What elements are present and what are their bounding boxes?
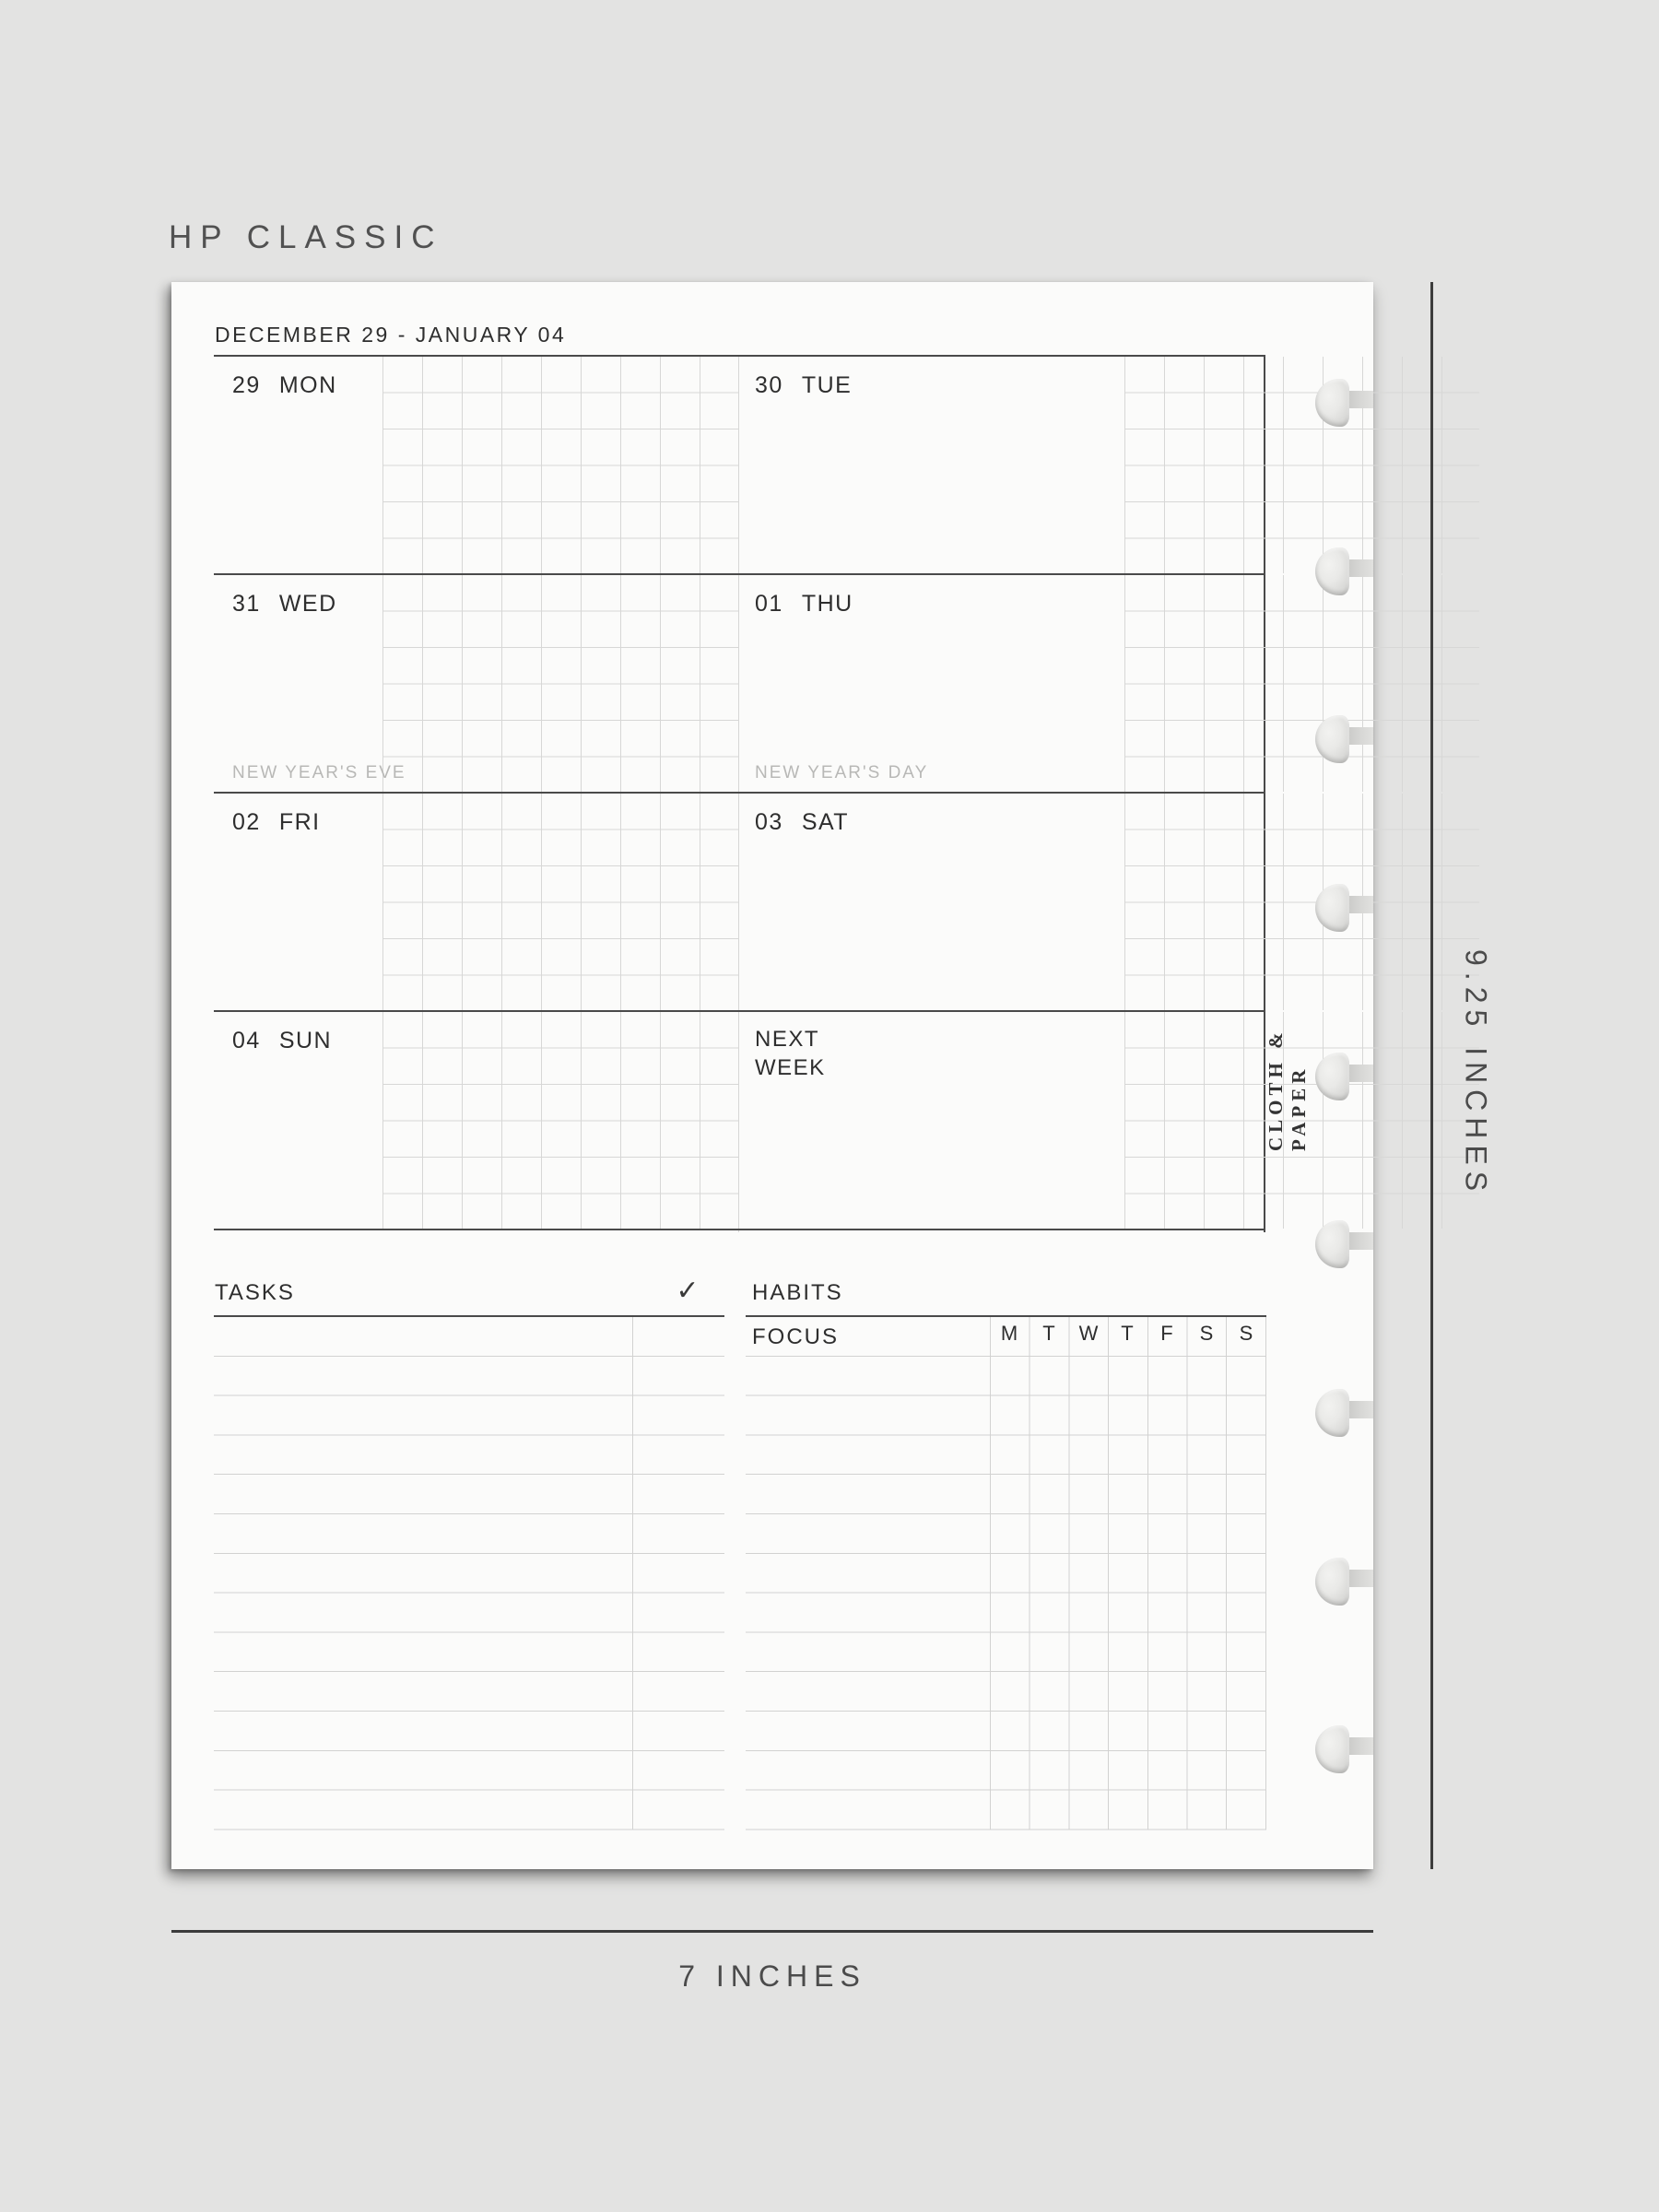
disc-punch-hole [1315, 1725, 1349, 1773]
day-cell-thu: 01 THU NEW YEAR'S DAY [739, 575, 1479, 792]
disc-punch-slot [1343, 1737, 1373, 1755]
disc-punch [1315, 1558, 1376, 1606]
day-grid [1124, 357, 1479, 573]
day-grid [1124, 575, 1479, 792]
disc-punch [1315, 379, 1376, 427]
day-grid [382, 1012, 738, 1229]
planner-page: DECEMBER 29 - JANUARY 04 29 MON 30 TUE [171, 282, 1479, 1869]
next-week-label: NEXT WEEK [755, 1025, 826, 1082]
day-cell-fri: 02 FRI [214, 794, 738, 1010]
day-name: TUE [801, 372, 853, 398]
habits-section-title: HABITS [752, 1280, 843, 1305]
day-label: 04 SUN [232, 1028, 332, 1054]
disc-punch-hole [1315, 1053, 1349, 1100]
next-week-line1: NEXT [755, 1027, 820, 1052]
week-grid-table: 29 MON 30 TUE 31 WED [214, 355, 1479, 1232]
product-size-label: HP CLASSIC [169, 219, 443, 255]
day-number: 04 [232, 1028, 261, 1053]
day-name: SUN [278, 1028, 333, 1053]
day-number: 30 [755, 372, 783, 398]
day-number: 02 [232, 809, 261, 835]
day-label: 03 SAT [755, 809, 849, 836]
disc-punch [1315, 1725, 1376, 1773]
width-dimension-label: 7 INCHES [678, 1959, 866, 1993]
tasks-ruled-lines [214, 1317, 724, 1830]
disc-punch-hole [1315, 715, 1349, 763]
day-grid [382, 357, 738, 573]
day-grid [1124, 794, 1479, 1010]
day-label: 29 MON [232, 372, 337, 399]
day-cell-sat: 03 SAT [739, 794, 1479, 1010]
disc-punch-slot [1343, 1401, 1373, 1418]
day-label: 30 TUE [755, 372, 852, 399]
disc-punch-slot [1343, 1232, 1373, 1250]
disc-punch-slot [1343, 1065, 1373, 1082]
day-cell-sun: 04 SUN [214, 1012, 738, 1229]
week-row-2: 31 WED NEW YEAR'S EVE 01 THU NEW YEAR'S … [214, 575, 1479, 794]
disc-punch-slot [1343, 391, 1373, 408]
day-label: 01 THU [755, 591, 853, 618]
tasks-checkbox-divider [632, 1317, 633, 1830]
width-dimension-line [171, 1930, 1373, 1933]
week-row-1: 29 MON 30 TUE [214, 357, 1479, 575]
habits-day-columns [990, 1317, 1266, 1830]
tasks-header-rule [214, 1315, 724, 1317]
day-number: 03 [755, 809, 783, 835]
day-name: THU [801, 591, 853, 617]
day-label: 02 FRI [232, 809, 321, 836]
next-week-line2: WEEK [755, 1055, 826, 1080]
day-grid [1124, 1012, 1479, 1229]
day-cell-mon: 29 MON [214, 357, 738, 573]
day-grid [382, 794, 738, 1010]
disc-punch-hole [1315, 1220, 1349, 1268]
disc-punch [1315, 547, 1376, 595]
disc-punch-slot [1343, 1570, 1373, 1587]
disc-punch [1315, 1389, 1376, 1437]
height-dimension-label: 9.25 INCHES [1459, 949, 1493, 1198]
column-divider-line [738, 357, 739, 1232]
habits-header-rule [746, 1315, 1266, 1317]
disc-punch-hole [1315, 1558, 1349, 1606]
day-name: SAT [801, 809, 850, 835]
disc-punch [1315, 884, 1376, 932]
disc-punch [1315, 715, 1376, 763]
height-dimension-line [1430, 282, 1433, 1869]
disc-punch-slot [1343, 896, 1373, 913]
disc-punch [1315, 1053, 1376, 1100]
disc-punch-slot [1343, 559, 1373, 577]
disc-punch-hole [1315, 884, 1349, 932]
tasks-section-title: TASKS [215, 1280, 295, 1305]
day-name: FRI [278, 809, 321, 835]
day-number: 29 [232, 372, 261, 398]
day-grid [382, 575, 738, 792]
disc-punch-hole [1315, 379, 1349, 427]
holiday-note: NEW YEAR'S DAY [755, 763, 929, 782]
day-name: MON [278, 372, 337, 398]
day-number: 01 [755, 591, 783, 617]
week-row-4: 04 SUN NEXT WEEK [214, 1012, 1479, 1230]
week-date-range: DECEMBER 29 - JANUARY 04 [215, 323, 567, 347]
disc-punch-slot [1343, 727, 1373, 745]
day-label: 31 WED [232, 591, 337, 618]
disc-punch-hole [1315, 1389, 1349, 1437]
day-cell-wed: 31 WED NEW YEAR'S EVE [214, 575, 738, 792]
disc-punch-hole [1315, 547, 1349, 595]
day-number: 31 [232, 591, 261, 617]
day-cell-tue: 30 TUE [739, 357, 1479, 573]
next-week-cell: NEXT WEEK [739, 1012, 1479, 1229]
holiday-note: NEW YEAR'S EVE [232, 763, 406, 782]
disc-punch [1315, 1220, 1376, 1268]
day-name: WED [278, 591, 337, 617]
checkmark-icon: ✓ [676, 1276, 700, 1306]
brand-logotype: CLOTH & PAPER [1265, 1028, 1310, 1151]
week-row-3: 02 FRI 03 SAT [214, 794, 1479, 1012]
